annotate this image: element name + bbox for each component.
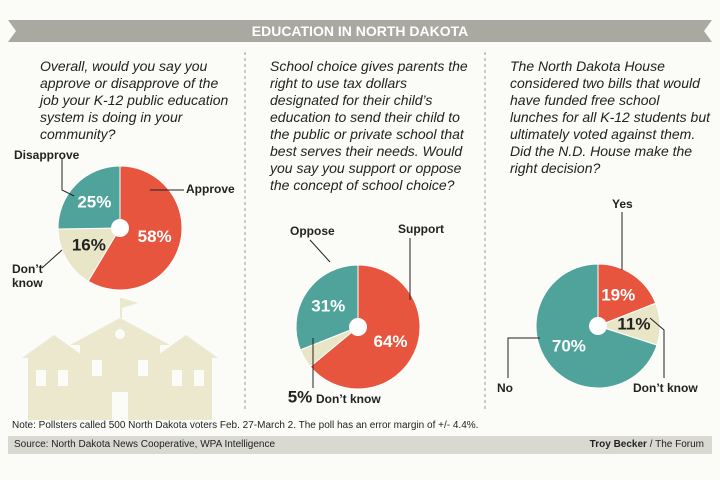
value-label: 31% bbox=[311, 296, 345, 315]
category-label: Support bbox=[398, 222, 444, 236]
pie-slice bbox=[295, 264, 359, 351]
category-label: Disapprove bbox=[14, 148, 80, 162]
category-label: Yes bbox=[612, 197, 633, 211]
title-bar bbox=[8, 20, 712, 42]
pie-center bbox=[111, 219, 129, 237]
school-illustration bbox=[22, 298, 218, 420]
pie-slice bbox=[57, 227, 121, 282]
leader-line bbox=[649, 317, 665, 378]
note: Note: Pollsters called 500 North Dakota … bbox=[12, 420, 479, 431]
credit-outlet: / The Forum bbox=[649, 439, 704, 450]
value-label: 25% bbox=[77, 192, 111, 211]
value-label: 70% bbox=[552, 337, 586, 356]
category-label: Oppose bbox=[290, 224, 335, 238]
source: Source: North Dakota News Cooperative, W… bbox=[14, 439, 276, 450]
question: The North Dakota House considered two bi… bbox=[510, 58, 711, 176]
value-label: 5% bbox=[288, 387, 313, 406]
leader-line bbox=[41, 249, 63, 269]
pie-center bbox=[589, 317, 607, 335]
pie-center bbox=[349, 318, 367, 336]
value-label: 16% bbox=[72, 235, 106, 254]
category-label: Approve bbox=[186, 182, 235, 196]
pie-slice bbox=[57, 165, 121, 230]
leader-line bbox=[507, 337, 540, 378]
leader-line bbox=[309, 239, 331, 263]
value-label: 11% bbox=[617, 314, 650, 333]
source-bar: Source: North Dakota News Cooperative, W… bbox=[8, 436, 712, 454]
credit: Troy Becker / The Forum bbox=[590, 439, 704, 450]
pie-slice bbox=[597, 263, 657, 327]
value-label: 19% bbox=[601, 286, 635, 305]
pie-slice bbox=[87, 165, 183, 291]
question: Overall, would you say you approve or di… bbox=[40, 58, 229, 142]
title: EDUCATION IN NORTH DAKOTA bbox=[251, 23, 469, 39]
leader-line bbox=[61, 158, 75, 197]
category-label: Don’t know bbox=[316, 392, 381, 406]
category-label: No bbox=[497, 381, 513, 395]
category-label: Don’t know bbox=[12, 262, 43, 290]
question: School choice gives parents the right to… bbox=[270, 58, 468, 193]
value-label: 64% bbox=[374, 332, 408, 351]
credit-name: Troy Becker bbox=[589, 439, 647, 450]
value-label: 58% bbox=[138, 227, 172, 246]
category-label: Don’t know bbox=[633, 381, 698, 395]
